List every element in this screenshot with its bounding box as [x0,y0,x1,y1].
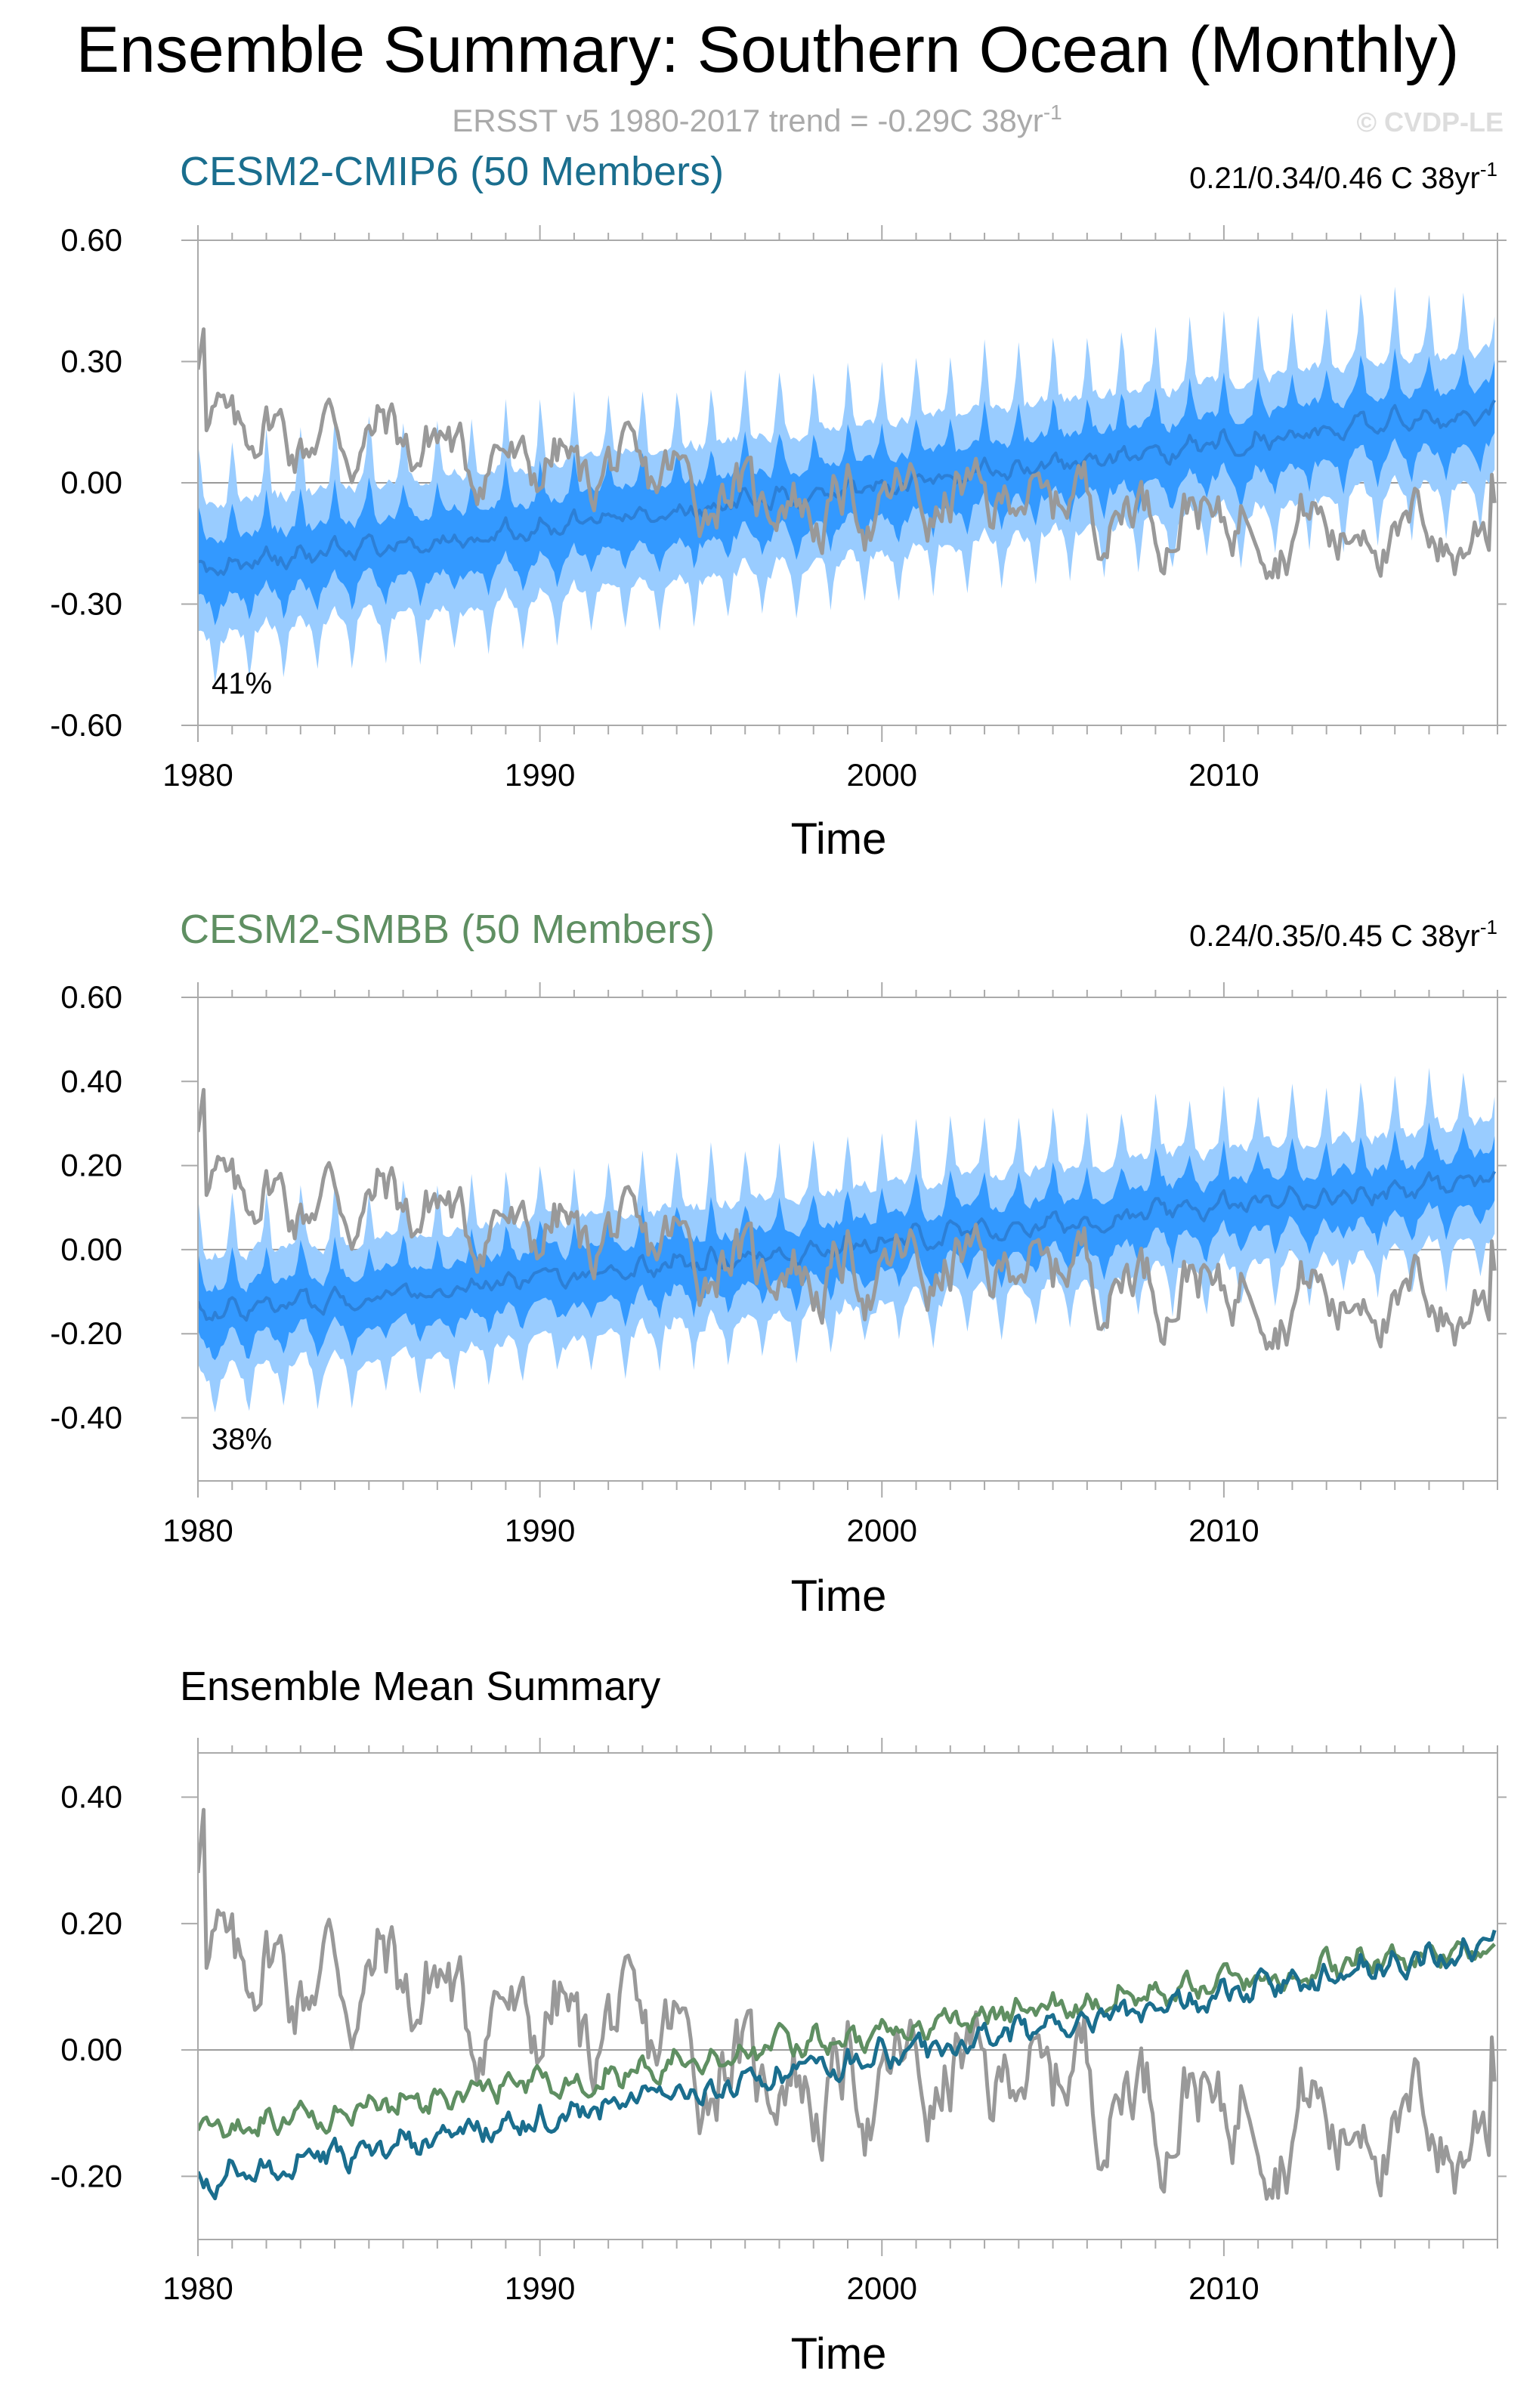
panel-title: CESM2-SMBB (50 Members) [180,907,715,952]
x-tick-label: 1990 [505,1513,575,1548]
copyright-label: © CVDP-LE [1356,107,1504,138]
panel-ensemble-mean-summary: Ensemble Mean Summary -0.20 0.00 0.20 0.40 19… [50,1664,1507,2379]
y-tick-label: -0.30 [50,586,122,622]
y-tick-label: 0.20 [60,1906,122,1941]
obs-line [198,1087,1497,1351]
panel-cesm2-cmip6: CESM2-CMIP6 (50 Members) 0.21/0.34/0.46 C… [50,149,1507,864]
plot-area [198,1068,1497,1413]
x-tick-label: 2000 [847,757,917,793]
trend-sup: -1 [1480,158,1497,181]
y-tick-label: -0.20 [50,1315,122,1351]
x-tick-label: 2010 [1188,757,1259,793]
obs-trend-text: ERSST v5 1980-2017 trend = -0.29C 38yr [452,103,1043,138]
smbb-mean-line [198,1940,1496,2139]
x-axis-label: Time [791,1572,887,1621]
x-tick-label: 1990 [505,2270,575,2306]
y-tick-label: -0.40 [50,1400,122,1436]
obs-trend-label: ERSST v5 1980-2017 trend = -0.29C 38yr-1 [452,100,1062,138]
y-tick-label: 0.00 [60,2032,122,2067]
trend-label: 0.21/0.34/0.46 C 38yr-1 [1189,158,1497,195]
y-tick-label: 0.60 [60,222,122,258]
x-tick-label: 2010 [1188,1513,1259,1548]
panel-title: CESM2-CMIP6 (50 Members) [180,149,724,194]
trend-label: 0.24/0.35/0.45 C 38yr-1 [1189,916,1497,953]
y-tick-label: 0.00 [60,1232,122,1267]
panel-cesm2-smbb: CESM2-SMBB (50 Members) 0.24/0.35/0.45 C … [50,907,1507,1621]
y-tick-label: -0.20 [50,2158,122,2193]
x-tick-label: 2000 [847,1513,917,1548]
percent-label: 38% [212,1423,272,1456]
y-tick-label: 0.60 [60,979,122,1015]
x-tick-label: 1990 [505,757,575,793]
y-tick-label: -0.60 [50,707,122,743]
trend-text: 0.21/0.34/0.46 C 38yr [1189,162,1480,195]
percent-label: 41% [212,667,272,700]
cmip6-mean-line [198,1929,1497,2201]
x-tick-label: 1980 [162,1513,233,1548]
x-tick-label: 2010 [1188,2270,1259,2306]
x-tick-label: 1980 [162,2270,233,2306]
x-tick-label: 1980 [162,757,233,793]
y-tick-label: 0.40 [60,1063,122,1099]
x-tick-label: 2000 [847,2270,917,2306]
trend-sup: -1 [1480,916,1497,938]
y-tick-label: 0.30 [60,344,122,379]
x-axis-label: Time [791,815,887,864]
x-axis-label: Time [791,2329,887,2379]
panel-title: Ensemble Mean Summary [180,1664,660,1709]
plot-area [198,286,1497,685]
trend-text: 0.24/0.35/0.45 C 38yr [1189,920,1480,953]
y-tick-label: 0.20 [60,1148,122,1183]
obs-line [198,327,1497,580]
plot-area [198,1807,1497,2201]
y-tick-label: 0.40 [60,1779,122,1815]
y-tick-label: 0.00 [60,465,122,500]
obs-trend-sup: -1 [1043,100,1062,124]
figure-title: Ensemble Summary: Southern Ocean (Monthl… [76,14,1460,86]
